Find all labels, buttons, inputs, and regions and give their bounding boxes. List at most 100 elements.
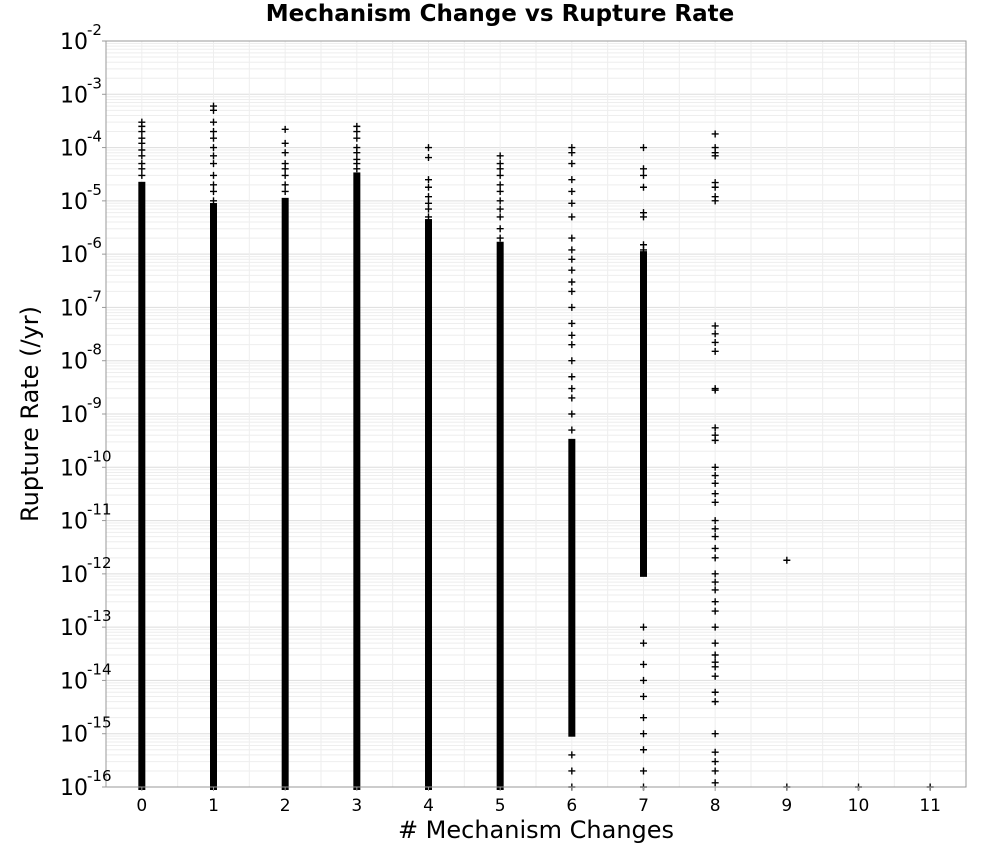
data-point	[138, 171, 146, 179]
x-tick-label: 4	[423, 796, 434, 816]
data-point	[711, 639, 719, 647]
y-tick-exponent: -3	[87, 74, 102, 92]
data-point	[640, 660, 647, 668]
data-point	[711, 436, 719, 444]
data-point	[711, 347, 719, 355]
data-point	[568, 751, 576, 759]
y-tick-label: 10 -11	[60, 501, 112, 535]
y-tick-exponent: -7	[87, 287, 102, 305]
data-point	[640, 183, 647, 191]
y-tick-base: 10	[60, 190, 88, 215]
y-tick-exponent: -15	[87, 714, 112, 732]
data-point	[496, 187, 504, 195]
data-point	[425, 213, 432, 221]
data-point	[568, 149, 576, 157]
data-point	[210, 152, 217, 160]
y-tick-label: 10 -5	[60, 181, 102, 215]
data-point	[568, 410, 576, 418]
data-point	[711, 651, 719, 659]
data-point	[711, 498, 719, 506]
y-tick-label: 10 -15	[60, 714, 112, 748]
x-tick-label: 9	[781, 796, 792, 816]
data-point	[210, 171, 217, 179]
data-point	[496, 181, 504, 189]
y-tick-exponent: -8	[87, 341, 102, 359]
data-point	[568, 303, 576, 311]
data-point	[496, 152, 504, 160]
data-point	[711, 517, 719, 525]
data-point	[568, 234, 576, 242]
data-point	[711, 322, 719, 330]
dense-point-column	[425, 219, 432, 791]
chart-title: Mechanism Change vs Rupture Rate	[265, 1, 735, 27]
data-point	[425, 144, 432, 152]
data-point	[640, 676, 647, 684]
data-point	[568, 394, 576, 402]
data-point	[568, 199, 576, 207]
data-point	[496, 234, 504, 242]
data-point	[711, 758, 719, 766]
y-tick-base: 10	[60, 296, 88, 321]
data-point	[353, 149, 361, 157]
data-point	[640, 639, 647, 647]
y-tick-exponent: -9	[87, 394, 102, 412]
data-point	[496, 205, 504, 213]
y-tick-label: 10 -16	[60, 767, 112, 801]
data-point	[711, 130, 719, 138]
y-tick-base: 10	[60, 510, 88, 535]
data-point	[496, 197, 504, 205]
data-point	[138, 128, 146, 136]
data-point	[711, 779, 719, 787]
data-point	[568, 213, 576, 221]
y-tick-base: 10	[60, 137, 88, 162]
data-point	[568, 246, 576, 254]
data-point	[711, 338, 719, 346]
data-point	[711, 463, 719, 471]
y-tick-label: 10 -6	[60, 234, 102, 268]
data-point	[568, 319, 576, 327]
y-tick-base: 10	[60, 350, 88, 375]
data-point	[568, 341, 576, 349]
data-point	[783, 556, 791, 564]
y-tick-base: 10	[60, 243, 88, 268]
data-point	[568, 278, 576, 286]
data-point	[711, 544, 719, 552]
data-point	[138, 152, 146, 160]
data-point	[711, 672, 719, 680]
data-point	[138, 165, 146, 173]
data-point	[640, 746, 647, 754]
data-point	[353, 134, 361, 142]
data-point	[281, 125, 289, 133]
y-tick-label: 10 -2	[60, 21, 102, 55]
data-point	[711, 767, 719, 775]
data-point	[425, 154, 432, 162]
data-point	[496, 165, 504, 173]
x-tick-label: 5	[495, 796, 506, 816]
data-point	[568, 287, 576, 295]
data-point	[281, 165, 289, 173]
x-tick-labels: 0 1 2 3 4 5 6 7 8 9 10 11	[136, 787, 941, 816]
y-tick-exponent: -6	[87, 234, 102, 252]
x-tick-label: 0	[136, 796, 147, 816]
x-axis-label: # Mechanism Changes	[397, 816, 675, 844]
data-point	[568, 331, 576, 339]
y-tick-exponent: -13	[87, 607, 112, 625]
data-point	[640, 692, 647, 700]
y-tick-exponent: -5	[87, 181, 102, 199]
data-point	[425, 205, 432, 213]
x-tick-label: 7	[638, 796, 649, 816]
y-tick-exponent: -2	[87, 21, 102, 39]
data-point	[568, 373, 576, 381]
y-tick-exponent: -4	[87, 128, 102, 146]
data-point	[711, 607, 719, 615]
y-tick-base: 10	[60, 403, 88, 428]
x-tick-label: 10	[848, 796, 870, 816]
y-tick-label: 10 -14	[60, 660, 112, 694]
data-point	[568, 266, 576, 274]
dense-point-column	[568, 438, 576, 737]
data-point	[353, 128, 361, 136]
data-point	[210, 197, 217, 205]
data-point	[568, 187, 576, 195]
y-tick-exponent: -12	[87, 554, 112, 572]
data-point	[711, 424, 719, 432]
